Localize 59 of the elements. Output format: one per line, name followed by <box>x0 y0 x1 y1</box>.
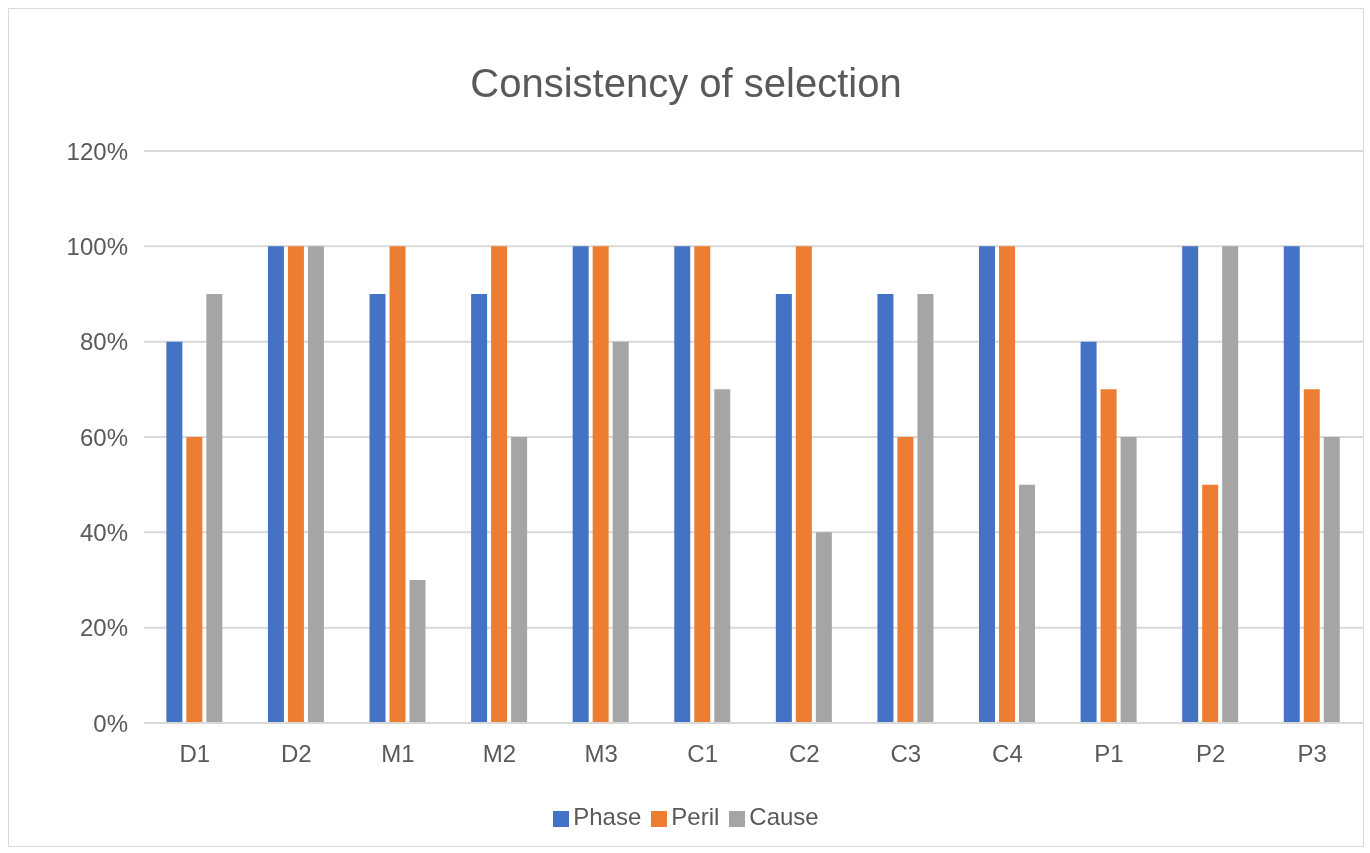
x-tick-label: D2 <box>281 740 312 768</box>
bar <box>511 437 528 723</box>
bar <box>491 246 508 723</box>
bar <box>775 294 792 723</box>
bar <box>471 294 488 723</box>
bar <box>1303 389 1320 723</box>
x-tick-label: C4 <box>992 740 1023 768</box>
x-tick-label: P2 <box>1195 740 1226 768</box>
chart-title: Consistency of selection <box>469 60 903 107</box>
bar <box>206 294 223 723</box>
legend-label: Cause <box>749 803 819 830</box>
x-tick-label: C1 <box>687 740 719 768</box>
y-tick-label: 40% <box>79 518 128 546</box>
x-tick-label: P1 <box>1094 740 1124 768</box>
y-tick-label: 60% <box>79 423 128 451</box>
bar <box>409 580 426 723</box>
bar <box>267 246 284 723</box>
bar <box>917 294 934 723</box>
x-tick-label: C3 <box>890 740 922 768</box>
bar <box>1019 484 1036 723</box>
bar <box>287 246 304 723</box>
x-tick-label: P3 <box>1297 740 1327 768</box>
bar <box>999 246 1016 723</box>
bar <box>572 246 589 723</box>
bar <box>1283 246 1300 723</box>
x-tick-label: C2 <box>788 740 820 768</box>
bar <box>1222 246 1239 723</box>
bar <box>389 246 406 723</box>
bar <box>714 389 731 723</box>
bar <box>979 246 996 723</box>
y-tick-label: 100% <box>66 232 128 260</box>
bar <box>815 532 832 723</box>
bar <box>674 246 691 723</box>
bar <box>369 294 386 723</box>
bar <box>1182 246 1199 723</box>
y-tick-label: 80% <box>79 328 128 356</box>
bar <box>1120 437 1137 723</box>
x-tick-label: M2 <box>482 740 517 768</box>
bar <box>795 246 812 723</box>
bar <box>166 341 183 723</box>
bar <box>1100 389 1117 723</box>
x-tick-label: M1 <box>381 740 415 768</box>
y-tick-label: 20% <box>79 614 128 642</box>
legend-label: Peril <box>671 803 720 830</box>
y-tick-label: 0% <box>93 709 128 737</box>
bar <box>592 246 609 723</box>
bar <box>307 246 324 723</box>
x-tick-label: D1 <box>179 740 211 768</box>
bar <box>897 437 914 723</box>
bar <box>694 246 711 723</box>
bar <box>877 294 894 723</box>
bar <box>612 341 629 723</box>
bar <box>186 437 203 723</box>
bar <box>1080 341 1097 723</box>
legend-label: Phase <box>573 803 642 830</box>
x-tick-label: M3 <box>584 740 618 768</box>
y-tick-label: 120% <box>66 137 128 165</box>
bar <box>1323 437 1340 723</box>
bar <box>1202 484 1219 723</box>
